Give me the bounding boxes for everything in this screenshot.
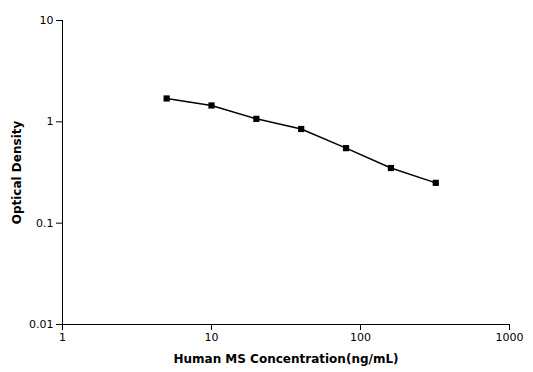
- svg-text:1: 1: [47, 115, 54, 128]
- svg-text:10: 10: [205, 331, 219, 344]
- svg-text:0.01: 0.01: [29, 318, 54, 331]
- svg-text:1000: 1000: [496, 331, 524, 344]
- svg-text:1: 1: [59, 331, 66, 344]
- svg-text:Optical Density: Optical Density: [10, 121, 24, 225]
- svg-text:100: 100: [350, 331, 371, 344]
- svg-text:0.1: 0.1: [36, 217, 54, 230]
- svg-text:10: 10: [40, 14, 54, 27]
- svg-text:Human MS Concentration(ng/mL): Human MS Concentration(ng/mL): [173, 352, 398, 366]
